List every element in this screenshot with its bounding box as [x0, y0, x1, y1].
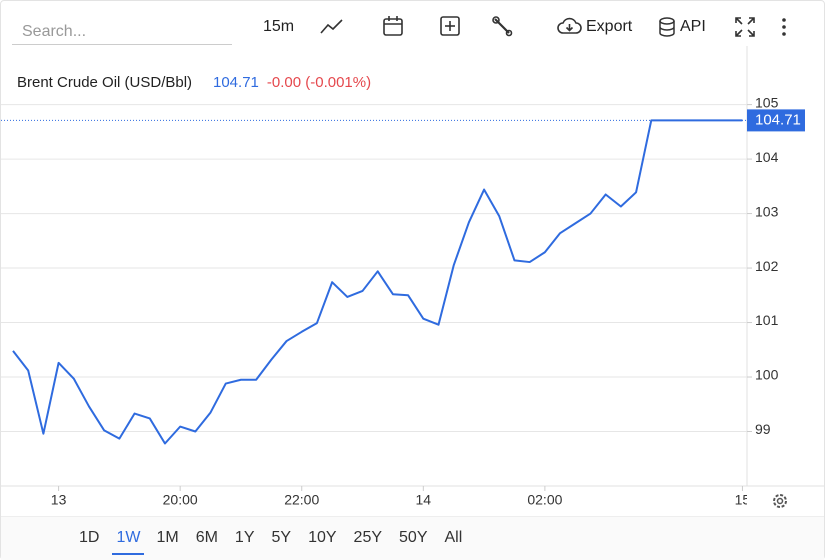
calendar-icon[interactable] [381, 14, 405, 38]
header-price: 104.71 [213, 74, 259, 91]
range-button[interactable]: 50Y [399, 529, 428, 546]
range-button[interactable]: 1Y [234, 529, 255, 546]
range-button[interactable]: All [444, 529, 463, 546]
last-price-label: 104.71 [755, 111, 801, 128]
header-change: -0.00 (-0.001%) [267, 74, 371, 91]
search-placeholder: Search... [22, 23, 87, 40]
database-icon[interactable] [658, 16, 678, 38]
settings-wrench-icon[interactable] [491, 15, 515, 39]
interval-button[interactable]: 15m [263, 18, 295, 35]
chart: 99 100 101 102 103 104 105 13 20:00 22:00 14 02:00 1… [1, 46, 824, 508]
y-tick-label: 104 [755, 149, 779, 165]
fullscreen-icon[interactable] [734, 16, 756, 38]
instrument-title: Brent Crude Oil (USD/Bbl) [17, 74, 192, 91]
x-tick-label: 14 [416, 492, 432, 508]
y-tick-label: 101 [755, 312, 779, 328]
price-line [12, 119, 743, 445]
export-icon[interactable] [557, 16, 583, 38]
x-tick-label: 22:00 [284, 492, 319, 508]
x-tick-label: 15 [735, 492, 751, 508]
y-tick-label: 103 [755, 203, 779, 219]
y-tick-label: 99 [755, 421, 771, 437]
y-tick-label: 100 [755, 367, 779, 383]
x-tick-label: 02:00 [527, 492, 562, 508]
y-tick-label: 105 [755, 94, 779, 110]
y-tick-label: 102 [755, 258, 779, 274]
menu-icon[interactable] [779, 16, 789, 38]
range-button[interactable]: 1W [112, 529, 145, 555]
export-button[interactable]: Export [586, 18, 633, 35]
range-bar [1, 516, 824, 560]
range-button[interactable]: 1D [79, 529, 100, 546]
range-button[interactable]: 25Y [353, 529, 383, 546]
x-tick-label: 20:00 [163, 492, 198, 508]
range-button[interactable]: 5Y [271, 529, 292, 546]
last-price-box [747, 109, 805, 132]
range-button[interactable]: 1M [156, 529, 179, 546]
x-tick-label: 13 [51, 492, 67, 508]
add-icon[interactable] [439, 15, 463, 39]
axis-settings-icon[interactable] [773, 494, 787, 508]
search-box[interactable]: Search... [12, 15, 232, 45]
chart-type-icon[interactable] [319, 15, 345, 39]
api-button[interactable]: API [680, 18, 706, 35]
range-button[interactable]: 10Y [308, 529, 337, 546]
range-button[interactable]: 6M [195, 529, 218, 546]
